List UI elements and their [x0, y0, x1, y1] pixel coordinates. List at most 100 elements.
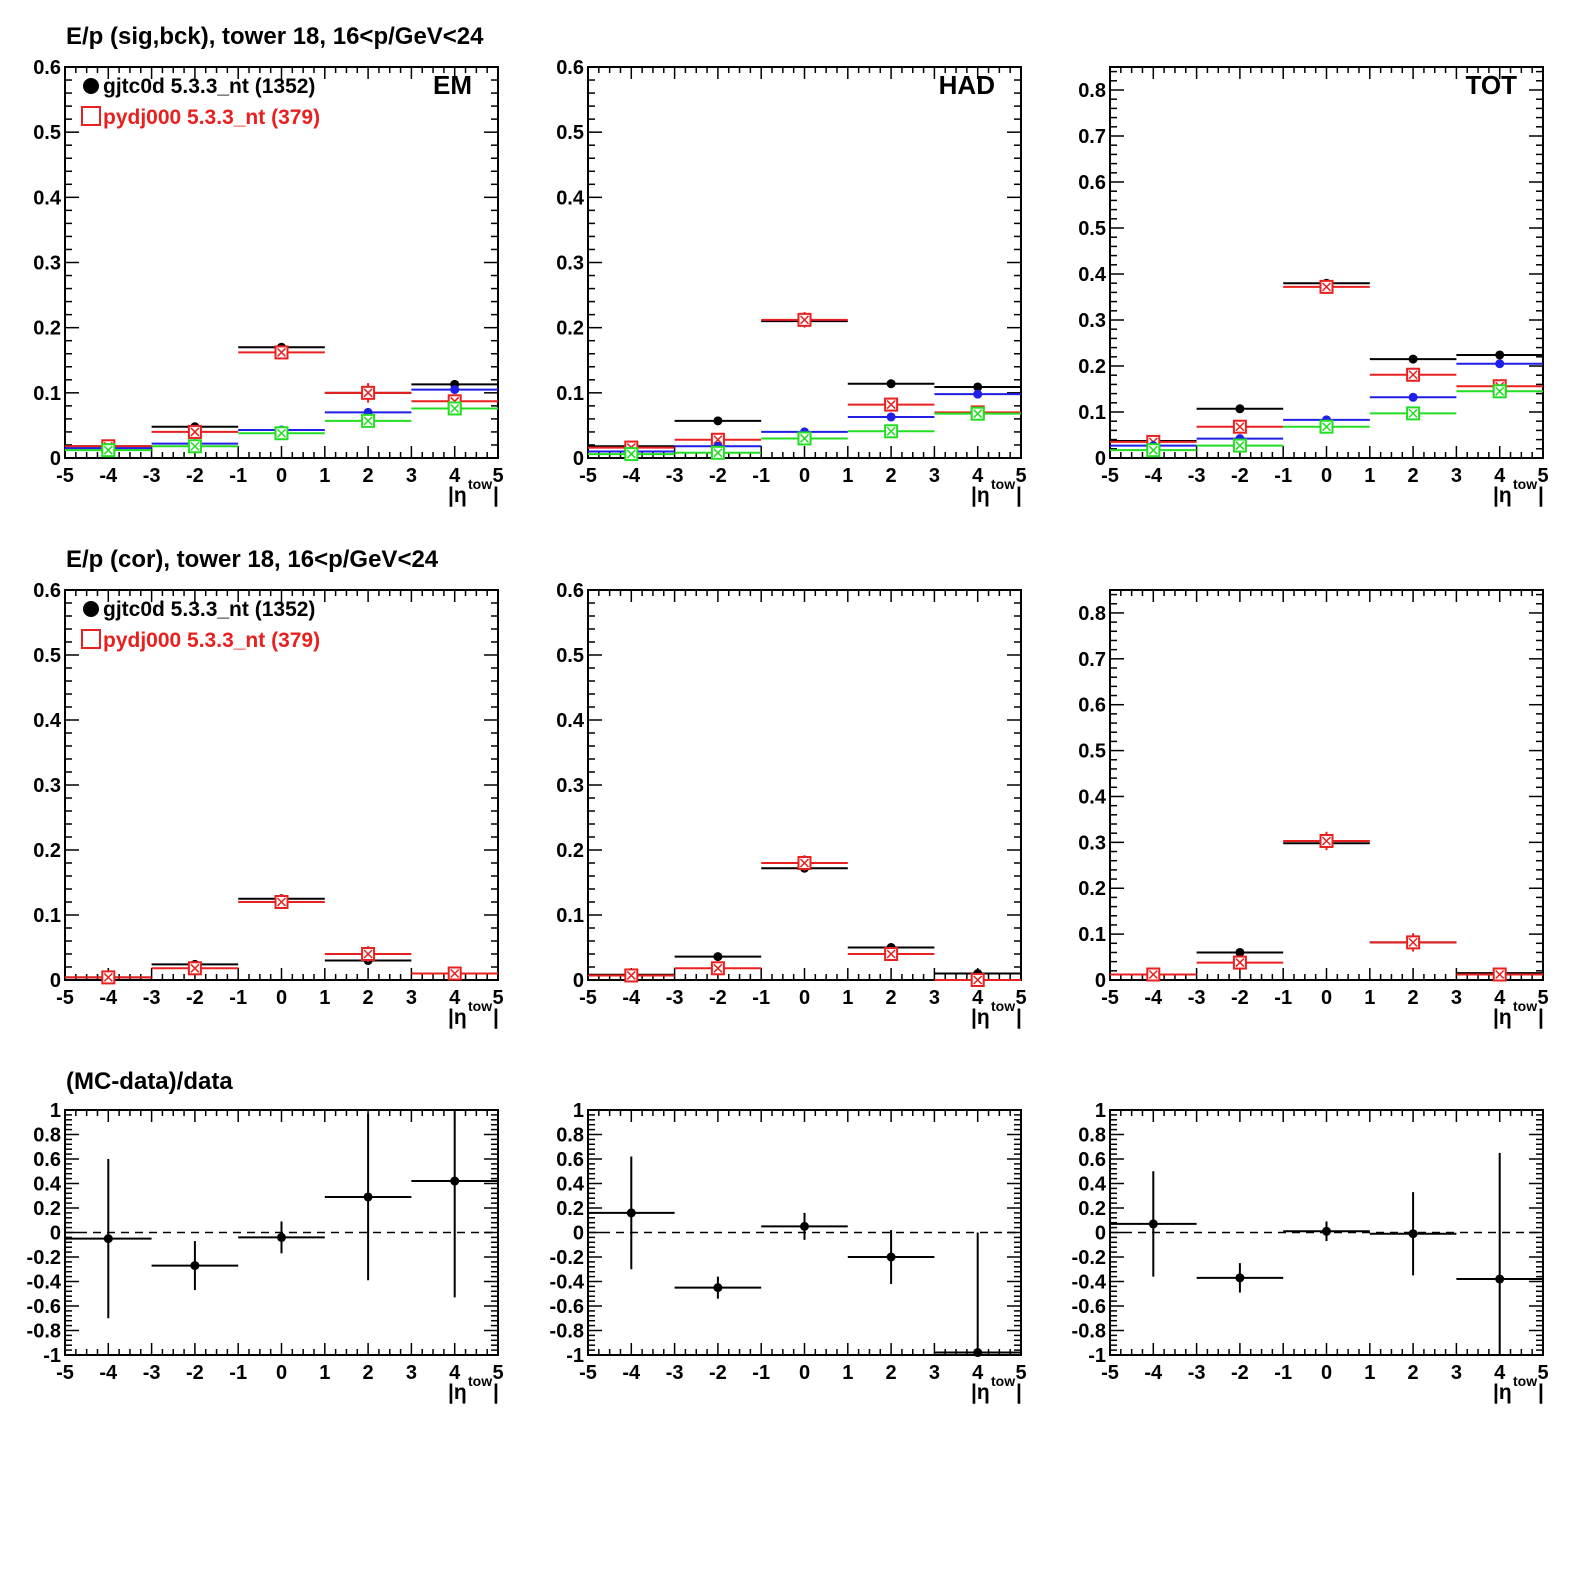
panel-tot-sigbck: 0 0.1 0.2 0.3 0.4 0.5 0.6 0.7 0.8 -5 -4 -3 -2 -1 0 1 2 3 4…	[1078, 66, 1549, 507]
y-tick-label: 0.3	[1078, 832, 1106, 854]
x-tick-label: 3	[929, 465, 940, 487]
y-tick-label: 0.5	[33, 645, 61, 667]
x-axis-label: |η	[448, 484, 467, 507]
mc-point-cross	[1321, 836, 1332, 846]
y-ticks	[65, 589, 498, 981]
series-mc	[588, 855, 1021, 987]
x-tick-label: 3	[929, 987, 940, 1009]
panels: 00.10.20.30.40.50.6-5 -4 -3 -2 -1 0 1 2 3 4 5|η tow…	[27, 57, 1549, 1404]
x-tick-label: 1	[842, 987, 853, 1009]
y-tick-label: 0	[1095, 448, 1106, 470]
y-tick-label: 0.1	[33, 905, 61, 927]
data-point	[1495, 359, 1505, 369]
x-ticks	[587, 590, 1022, 980]
data-point	[886, 379, 896, 389]
x-tick-label: -1	[229, 1362, 247, 1384]
y-ticks	[65, 1109, 498, 1356]
x-tick-label: 5	[492, 1362, 503, 1384]
x-tick-label: 2	[886, 987, 897, 1009]
mc-point-cross	[276, 428, 287, 438]
x-tick-label: -2	[709, 1362, 727, 1384]
y-tick-label: 0.3	[33, 775, 61, 797]
y-tick-label: 0.5	[33, 122, 61, 144]
series-data	[588, 1156, 1021, 1358]
x-tick-label: -2	[1231, 465, 1249, 487]
y-tick-label: 0.8	[1078, 80, 1106, 102]
x-tick-label: -1	[752, 1362, 770, 1384]
x-ticks	[1109, 1110, 1544, 1355]
x-tick-label: -1	[1274, 987, 1292, 1009]
y-tick-label: 0.4	[1078, 264, 1107, 286]
x-tick-label: 3	[1451, 1362, 1462, 1384]
mc-point-cross	[799, 433, 810, 443]
y-ticks	[1110, 1109, 1543, 1356]
mc-point-cross	[276, 897, 287, 907]
x-tick-label: 3	[1451, 465, 1462, 487]
mc-point-cross	[886, 426, 896, 436]
y-ticks	[588, 66, 1021, 459]
x-tick-label: 3	[1451, 987, 1462, 1009]
legend-label-mc: pydj000 5.3.3_nt (379)	[103, 106, 320, 129]
mc-point-cross	[713, 448, 723, 458]
y-tick-label: 0.6	[1078, 172, 1106, 194]
x-tick-label: -3	[666, 465, 684, 487]
y-tick-label: 0.4	[556, 187, 585, 209]
row-titles: E/p (sig,bck), tower 18, 16<p/GeV<24 E/p…	[66, 23, 484, 1095]
x-tick-label: -3	[143, 465, 161, 487]
data-point	[450, 385, 460, 395]
data-point	[1408, 392, 1418, 402]
x-tick-label: -3	[666, 1362, 684, 1384]
series-data	[65, 1110, 498, 1319]
mc-point-cross	[190, 441, 200, 451]
x-axis-label-sup: tow	[468, 1373, 492, 1389]
x-tick-label: -1	[752, 987, 770, 1009]
x-tick-label: -3	[143, 987, 161, 1009]
x-tick-label: -3	[666, 987, 684, 1009]
data-point	[713, 416, 723, 426]
mc-point-cross	[190, 963, 200, 973]
x-tick-label: 4	[449, 465, 461, 487]
y-tick-label: -1	[566, 1345, 584, 1367]
x-tick-label: 2	[1408, 465, 1419, 487]
x-ticks	[64, 67, 499, 458]
y-tick-label: 0	[1095, 970, 1106, 992]
mc-point-cross	[363, 949, 373, 959]
x-tick-label: -4	[1144, 465, 1163, 487]
x-axis-label-sup: tow	[991, 1373, 1015, 1389]
mc-point-cross	[1321, 422, 1332, 432]
data-point	[713, 952, 723, 962]
x-tick-label: -3	[1188, 465, 1206, 487]
row-title-cor: E/p (cor), tower 18, 16<p/GeV<24	[66, 546, 439, 573]
x-tick-label: 1	[319, 987, 330, 1009]
data-point	[450, 1176, 460, 1186]
legend-marker-data	[83, 601, 99, 617]
x-axis-label: |η	[448, 1381, 467, 1404]
x-axis-label-end: |	[493, 484, 499, 507]
plot-frame	[1109, 589, 1544, 981]
mc-point-cross	[713, 435, 723, 445]
mc-point-cross	[363, 388, 373, 398]
mc-point-cross	[190, 427, 200, 437]
data-point	[973, 389, 983, 399]
y-tick-label: -0.8	[27, 1321, 61, 1343]
x-axis-label: |η	[448, 1006, 467, 1029]
mc-point-cross	[103, 445, 113, 455]
x-axis-label-sup: tow	[468, 476, 492, 492]
x-tick-label: 3	[929, 1362, 940, 1384]
x-tick-label: 2	[1408, 987, 1419, 1009]
mc-point-cross	[799, 858, 810, 868]
y-tick-label: 0	[1095, 1223, 1106, 1245]
x-tick-label: -2	[709, 465, 727, 487]
x-axis-label-sup: tow	[468, 998, 492, 1014]
x-tick-label: 1	[1364, 465, 1375, 487]
mc-point-cross	[1495, 969, 1505, 980]
legend: gjtc0d 5.3.3_nt (1352) pydj000 5.3.3_nt (…	[81, 598, 320, 652]
x-tick-label: -4	[622, 465, 641, 487]
y-tick-label: -1	[1088, 1345, 1106, 1367]
y-tick-label: -0.6	[550, 1296, 584, 1318]
y-tick-label: -0.8	[550, 1321, 584, 1343]
data-point	[1235, 1273, 1245, 1283]
x-tick-label: 4	[972, 987, 984, 1009]
y-tick-label: 0.6	[556, 57, 584, 79]
y-tick-label: 0.2	[556, 318, 584, 340]
